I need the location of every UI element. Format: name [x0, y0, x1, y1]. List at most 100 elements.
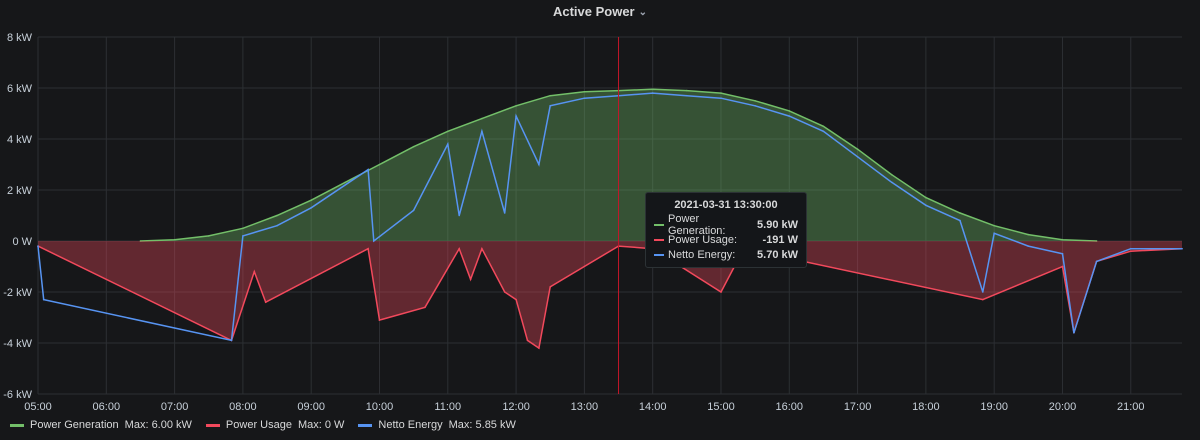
y-tick-label: 4 kW: [7, 134, 33, 146]
legend: Power Generation Max: 6.00 kW Power Usag…: [10, 419, 516, 431]
generation-series-point: [378, 163, 381, 166]
netto-series-point: [925, 204, 927, 207]
generation-series-point: [583, 91, 586, 93]
x-tick-label: 18:00: [912, 401, 940, 413]
usage-series-point: [526, 339, 529, 342]
tooltip-row-generation: Power Generation: 5.90 kW: [654, 213, 798, 237]
x-tick-label: 10:00: [366, 401, 394, 413]
netto-series-point: [42, 298, 45, 301]
netto-series-point: [686, 94, 688, 97]
netto-series-point: [37, 245, 39, 247]
generation-series-point: [242, 227, 244, 230]
x-tick-label: 21:00: [1117, 401, 1145, 413]
generation-series-point: [515, 105, 517, 107]
generation-series-point: [1095, 240, 1098, 242]
generation-series-point: [822, 125, 825, 128]
generation-series-point: [890, 173, 893, 176]
generation-series-point: [447, 130, 449, 133]
usage-series-point: [253, 270, 256, 273]
netto-series-point: [367, 168, 369, 171]
tooltip-row-value: -191 W: [762, 233, 798, 246]
legend-item-generation[interactable]: Power Generation Max: 6.00 kW: [10, 419, 192, 431]
tooltip-row-name: Netto Energy:: [668, 248, 736, 261]
netto-series-point: [1181, 247, 1183, 250]
usage-series-point: [481, 247, 483, 250]
netto-series-point: [993, 232, 995, 235]
netto-swatch: [358, 423, 373, 427]
tooltip-row-name: Power Usage:: [668, 233, 738, 246]
chevron-down-icon: ⌄: [638, 7, 648, 18]
y-tick-label: 2 kW: [7, 185, 33, 197]
generation-series-point: [651, 88, 654, 91]
legend-label[interactable]: Power Generation: [30, 419, 119, 431]
usage-swatch: [654, 238, 664, 241]
usage-series-point: [378, 319, 381, 321]
x-tick-label: 07:00: [161, 401, 189, 413]
legend-item-netto[interactable]: Netto Energy Max: 5.85 kW: [358, 419, 516, 431]
legend-label[interactable]: Netto Energy: [378, 419, 443, 431]
legend-item-usage[interactable]: Power Usage Max: 0 W: [205, 419, 344, 431]
usage-swatch: [205, 423, 220, 427]
netto-series-point: [583, 97, 586, 99]
generation-series-point: [754, 100, 756, 102]
netto-series-point: [1130, 247, 1132, 250]
netto-series-point: [458, 214, 461, 217]
usage-series-point: [503, 291, 506, 293]
x-tick-label: 16:00: [776, 401, 804, 413]
netto-series-point: [373, 240, 375, 242]
tooltip-row-value: 5.90 kW: [757, 218, 798, 231]
generation-series-point: [993, 224, 995, 227]
netto-series-point: [959, 219, 961, 222]
usage-series-area: [38, 241, 1182, 349]
netto-series-point: [230, 339, 233, 342]
x-tick-label: 17:00: [844, 401, 872, 413]
generation-series-point: [1061, 238, 1064, 241]
usage-series-point: [424, 306, 426, 309]
x-tick-label: 13:00: [571, 401, 599, 413]
netto-series-point: [1061, 253, 1064, 255]
netto-series-point: [1073, 332, 1075, 334]
legend-stat: Max: 5.85 kW: [448, 419, 516, 431]
generation-series-point: [310, 199, 313, 201]
x-tick-label: 19:00: [980, 401, 1008, 413]
generation-series-point: [686, 89, 688, 92]
usage-series-point: [1130, 250, 1132, 252]
generation-series-point: [173, 238, 176, 241]
netto-series-point: [1095, 260, 1098, 263]
generation-series-point: [549, 94, 551, 97]
generation-swatch: [654, 223, 664, 226]
generation-series-point: [276, 214, 278, 217]
x-tick-label: 12:00: [502, 401, 530, 413]
usage-series-point: [538, 347, 540, 349]
y-tick-label: 8 kW: [7, 32, 33, 44]
netto-series-point: [720, 97, 722, 99]
y-tick-label: -4 kW: [3, 338, 32, 350]
panel-title[interactable]: Active Power ⌄: [0, 4, 1200, 19]
usage-series-point: [1061, 265, 1064, 268]
legend-label[interactable]: Power Usage: [225, 419, 292, 431]
netto-series-line: [37, 92, 1182, 342]
usage-series-point: [720, 291, 722, 293]
x-tick-label: 11:00: [434, 401, 461, 413]
usage-series-point: [549, 286, 551, 288]
generation-series-point: [1027, 233, 1030, 236]
tooltip-time: 2021-03-31 13:30:00: [674, 199, 778, 211]
y-tick-label: -2 kW: [3, 287, 32, 299]
netto-series-point: [515, 115, 517, 117]
netto-series-point: [651, 92, 654, 94]
hover-tooltip: 2021-03-31 13:30:00 Power Generation: 5.…: [645, 192, 807, 268]
generation-series-point: [207, 235, 210, 237]
x-tick-label: 09:00: [297, 401, 325, 413]
netto-series-point: [754, 105, 756, 107]
generation-series-point: [856, 148, 859, 150]
tooltip-row-value: 5.70 kW: [757, 248, 798, 261]
generation-series-point: [481, 117, 483, 120]
netto-series-point: [788, 115, 791, 117]
netto-series-point: [549, 105, 551, 107]
x-tick-label: 08:00: [229, 401, 257, 413]
netto-series-point: [538, 163, 540, 166]
netto-series-point: [447, 143, 449, 145]
generation-series-point: [344, 181, 347, 184]
x-tick-label: 20:00: [1049, 401, 1077, 413]
